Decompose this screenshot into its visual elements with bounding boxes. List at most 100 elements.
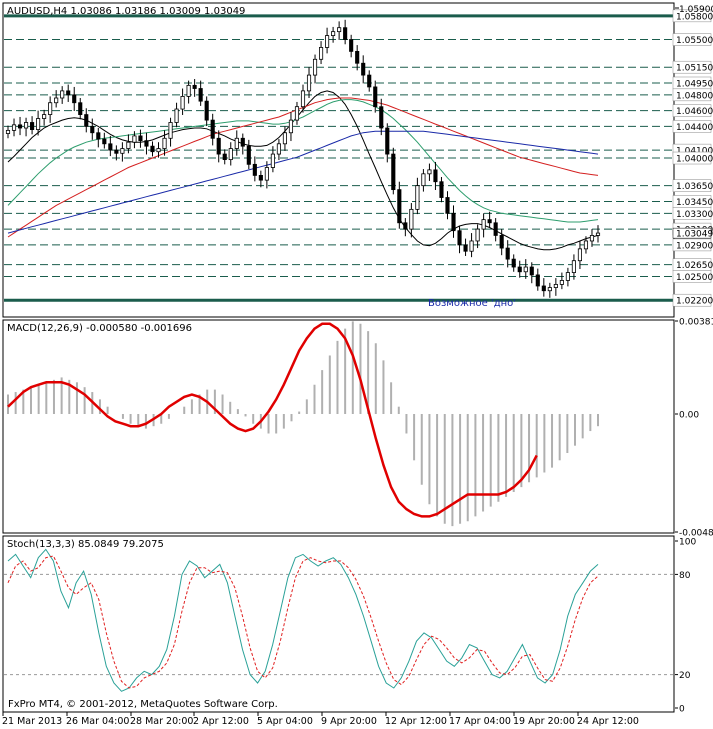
level-label-box	[672, 151, 712, 165]
candle-body	[138, 135, 143, 142]
candle-body	[325, 35, 330, 48]
candle-body	[559, 280, 564, 285]
level-label: 1.03300	[676, 210, 713, 220]
candle-body	[439, 181, 444, 198]
candle-body	[96, 132, 101, 140]
level-label-box	[672, 9, 712, 23]
candle-body	[457, 230, 462, 246]
candle-body	[367, 74, 372, 88]
level-label: 1.02900	[676, 241, 713, 251]
level-label: 1.02500	[676, 273, 713, 283]
macd-indicator: 0.003814 0.00 -0.00484	[7, 318, 713, 539]
time-label: 17 Apr 04:00	[449, 716, 511, 727]
macd-tick-label: 0.003814	[679, 318, 713, 328]
candle-body	[433, 169, 438, 183]
candle-body	[337, 27, 342, 33]
stoch-tick-label: 100	[679, 538, 696, 548]
level-label: 1.04000	[676, 155, 713, 165]
candle-body	[547, 287, 552, 292]
candle-body	[397, 189, 402, 224]
level-label-box	[672, 120, 712, 133]
macd-signal-line	[7, 322, 538, 518]
candle-body	[475, 228, 480, 242]
candle-body	[192, 84, 197, 89]
candle-body	[306, 74, 312, 92]
candle-body	[150, 145, 155, 153]
candle-body	[300, 90, 306, 108]
candle-body	[90, 126, 95, 134]
level-label-box	[672, 238, 712, 252]
time-label: 19 Apr 20:00	[513, 716, 575, 727]
level-label-box	[672, 207, 712, 220]
stoch-tick-label: 20	[679, 671, 691, 681]
candle-body	[5, 129, 11, 134]
candle-body	[349, 39, 354, 52]
candle-body	[114, 149, 119, 154]
candle-body	[270, 153, 275, 168]
time-label: 28 Mar 20:00	[130, 716, 193, 727]
level-label-box	[672, 88, 712, 102]
moving-average-line	[7, 130, 599, 234]
candle-body	[11, 124, 17, 131]
candle-body	[180, 96, 185, 110]
moving-average-line	[7, 99, 599, 223]
candle-body	[216, 137, 221, 155]
time-label: 24 Apr 12:00	[577, 716, 639, 727]
candle-body	[553, 284, 558, 288]
macd-pane-frame	[2, 319, 675, 534]
candle-body	[174, 108, 179, 123]
stochastic-indicator: 100 80 20 0	[4, 538, 696, 715]
candle-body	[445, 197, 450, 214]
candle-body	[54, 97, 59, 104]
level-label: 1.03650	[676, 182, 713, 192]
candle-body	[589, 235, 595, 242]
stoch-tick-label: 80	[679, 571, 691, 581]
candle-body	[403, 222, 408, 230]
level-label: 1.02650	[676, 261, 713, 271]
level-label: 1.03450	[676, 198, 713, 208]
candle-body	[126, 141, 131, 149]
level-label: 1.04950	[676, 79, 713, 89]
time-label: 2 Apr 12:00	[193, 716, 249, 727]
candle-body	[469, 240, 474, 252]
time-label: 5 Apr 04:00	[257, 716, 313, 727]
candles	[5, 19, 601, 298]
candle-body	[17, 124, 23, 129]
time-label: 9 Apr 20:00	[321, 716, 377, 727]
candle-body	[529, 266, 534, 276]
candle-body	[168, 122, 173, 139]
candle-body	[385, 127, 390, 155]
level-label: 1.02200	[676, 297, 713, 307]
candle-body	[595, 232, 601, 236]
level-label-box	[672, 33, 712, 46]
candle-body	[409, 208, 414, 230]
candle-body	[294, 106, 300, 121]
footer-copyright: FxPro MT4, © 2001-2012, MetaQuotes Softw…	[8, 699, 278, 710]
candle-body	[493, 222, 498, 236]
candle-body	[258, 175, 263, 181]
candle-body	[499, 235, 504, 249]
time-label: 26 Mar 04:00	[66, 716, 129, 727]
candle-body	[162, 137, 167, 149]
candle-body	[102, 138, 107, 145]
moving-average-line	[7, 90, 599, 251]
candle-body	[282, 132, 287, 145]
level-label-box	[672, 270, 712, 283]
candle-body	[565, 272, 570, 281]
macd-title: MACD(12,26,9) -0.000580 -0.001696	[7, 323, 192, 334]
candle-body	[276, 143, 281, 155]
time-label: 21 Mar 2013	[2, 716, 62, 727]
time-axis: 21 Mar 2013 26 Mar 04:00 28 Mar 20:00 2 Apr…	[2, 712, 639, 727]
candle-body	[132, 135, 137, 143]
moving-average-line	[7, 97, 599, 238]
bottom-annotation: Возможное 'дно'	[428, 298, 516, 309]
candle-body	[373, 86, 378, 108]
candle-body	[246, 145, 251, 165]
level-label: 1.05800	[676, 12, 713, 22]
candle-body	[72, 94, 77, 104]
candle-body	[427, 169, 432, 175]
candle-body	[535, 274, 540, 287]
level-label-box	[672, 104, 712, 117]
candle-body	[204, 100, 209, 121]
